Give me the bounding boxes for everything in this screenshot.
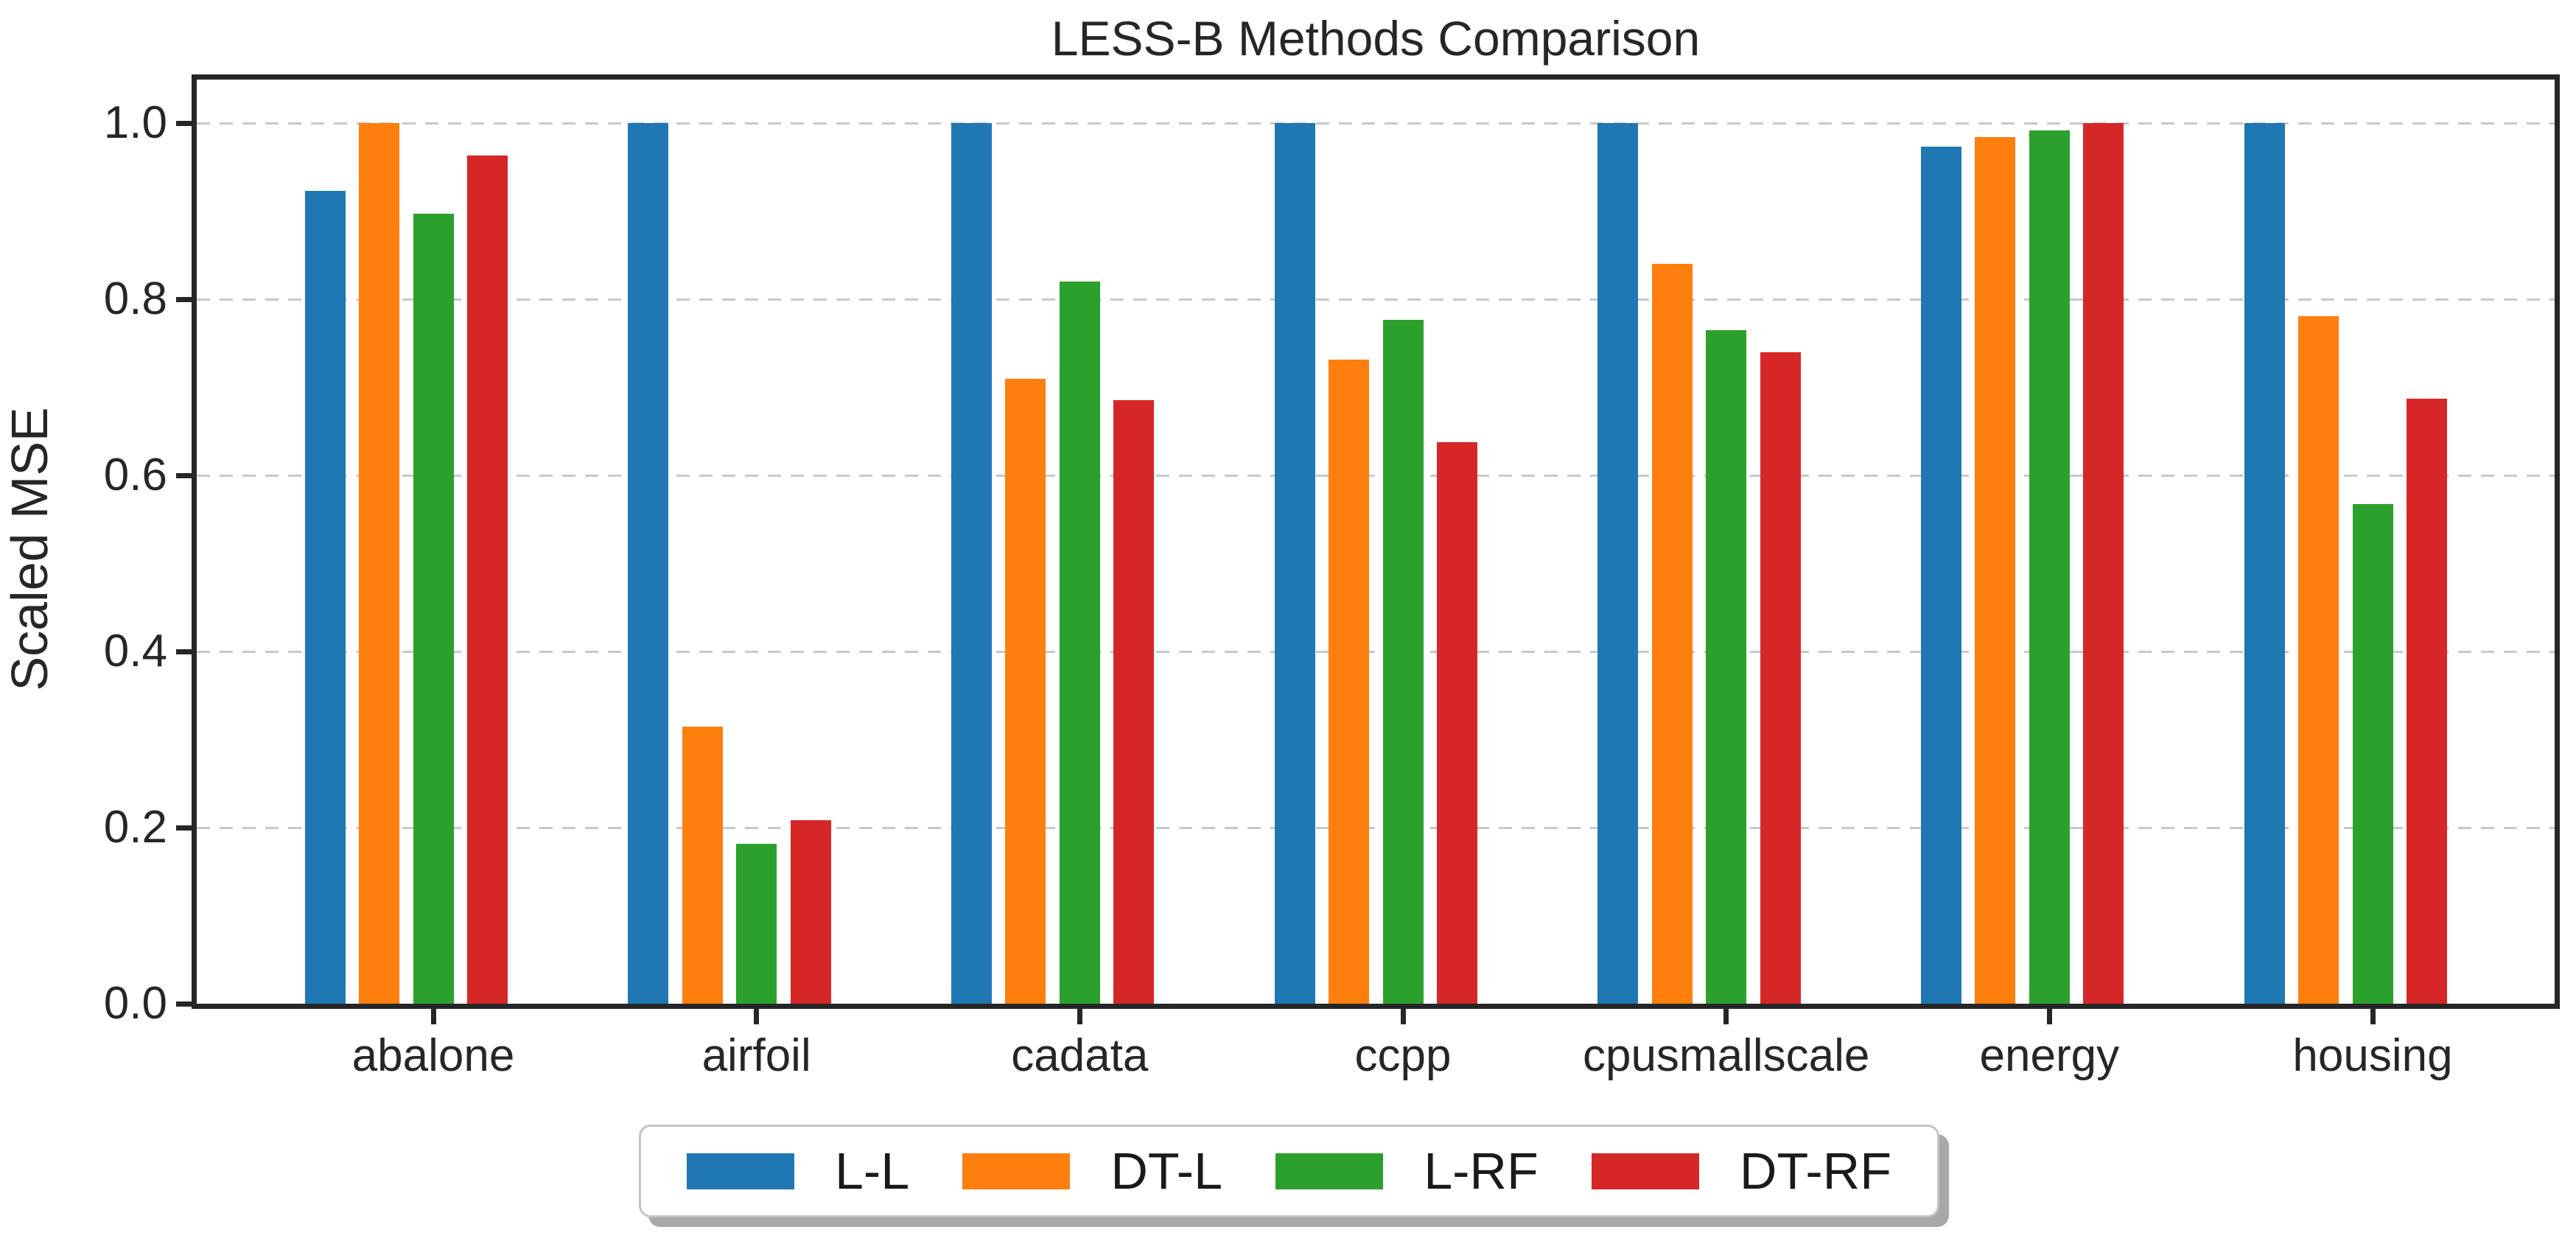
x-tick-mark bbox=[1723, 1004, 1729, 1024]
bar-DT-RF-cpusmallscale bbox=[1760, 352, 1801, 1004]
legend-entry-L-RF: L-RF bbox=[1275, 1142, 1539, 1200]
gridline-y-0.4 bbox=[197, 650, 2555, 653]
y-tick-mark bbox=[176, 296, 197, 302]
bar-DT-L-housing bbox=[2298, 315, 2339, 1004]
bar-DT-L-ccpp bbox=[1329, 360, 1369, 1004]
x-tick-mark bbox=[1077, 1004, 1082, 1024]
bar-L-L-abalone bbox=[304, 191, 346, 1004]
x-tick-label-airfoil: airfoil bbox=[701, 1030, 811, 1081]
x-tick-label-cadata: cadata bbox=[1011, 1030, 1149, 1081]
bar-L-RF-cpusmallscale bbox=[1706, 329, 1747, 1004]
bar-DT-L-abalone bbox=[359, 123, 399, 1004]
legend-swatch-DT-RF bbox=[1591, 1153, 1699, 1189]
y-tick-mark bbox=[176, 1001, 197, 1007]
gridline-y-1 bbox=[197, 122, 2555, 125]
chart-title: LESS-B Methods Comparison bbox=[1051, 11, 1701, 66]
legend-label-DT-L: DT-L bbox=[1110, 1142, 1223, 1200]
plot-area bbox=[197, 80, 2555, 1004]
bar-DT-L-energy bbox=[1975, 137, 2016, 1004]
x-tick-label-cpusmallscale: cpusmallscale bbox=[1582, 1030, 1870, 1081]
bar-L-RF-cadata bbox=[1059, 282, 1100, 1004]
y-axis-label: Scaled MSE bbox=[1, 407, 58, 691]
bar-L-L-energy bbox=[1920, 147, 1961, 1004]
y-tick-mark bbox=[176, 649, 197, 654]
y-tick-label: 0.8 bbox=[103, 273, 167, 324]
legend-swatch-L-RF bbox=[1275, 1153, 1384, 1189]
legend-label-DT-RF: DT-RF bbox=[1739, 1142, 1891, 1200]
y-tick-mark bbox=[176, 472, 197, 478]
bar-L-RF-abalone bbox=[413, 214, 454, 1004]
x-tick-label-housing: housing bbox=[2292, 1030, 2453, 1081]
x-tick-label-ccpp: ccpp bbox=[1354, 1030, 1452, 1081]
y-tick-mark bbox=[176, 825, 197, 831]
y-tick-label: 0.2 bbox=[103, 802, 167, 853]
gridline-y-0.8 bbox=[197, 298, 2555, 301]
legend: L-L DT-L L-RF DT-RF bbox=[639, 1125, 1939, 1217]
y-tick-label: 0.4 bbox=[103, 626, 167, 677]
bar-L-L-cadata bbox=[951, 123, 992, 1004]
x-tick-label-abalone: abalone bbox=[351, 1030, 515, 1081]
bar-DT-RF-abalone bbox=[467, 155, 508, 1004]
legend-label-L-L: L-L bbox=[835, 1142, 910, 1200]
legend-swatch-L-L bbox=[687, 1153, 794, 1189]
legend-entry-DT-L: DT-L bbox=[962, 1142, 1222, 1200]
x-tick-label-energy: energy bbox=[1979, 1030, 2120, 1081]
legend-label-L-RF: L-RF bbox=[1424, 1142, 1539, 1200]
bar-DT-RF-airfoil bbox=[790, 820, 831, 1004]
bar-DT-L-cadata bbox=[1005, 378, 1046, 1004]
legend-entry-L-L: L-L bbox=[687, 1142, 909, 1200]
bar-DT-RF-housing bbox=[2407, 399, 2448, 1004]
x-tick-mark bbox=[2046, 1004, 2052, 1024]
y-tick-label: 1.0 bbox=[103, 97, 167, 148]
bar-DT-L-cpusmallscale bbox=[1651, 264, 1693, 1004]
x-tick-mark bbox=[430, 1004, 436, 1024]
bar-L-RF-ccpp bbox=[1382, 319, 1424, 1004]
bar-DT-RF-energy bbox=[2083, 123, 2124, 1004]
y-tick-mark bbox=[176, 120, 197, 126]
bar-L-L-housing bbox=[2244, 123, 2285, 1004]
bar-DT-RF-ccpp bbox=[1437, 441, 1477, 1004]
y-tick-label: 0.6 bbox=[103, 450, 167, 500]
gridline-y-0.2 bbox=[197, 826, 2555, 829]
x-tick-mark bbox=[754, 1004, 760, 1024]
legend-entry-DT-RF: DT-RF bbox=[1591, 1142, 1891, 1200]
bar-DT-RF-cadata bbox=[1113, 400, 1155, 1004]
y-tick-label: 0.0 bbox=[103, 978, 167, 1029]
legend-swatch-DT-L bbox=[962, 1153, 1071, 1189]
x-tick-mark bbox=[1400, 1004, 1406, 1024]
gridline-y-0.6 bbox=[197, 474, 2555, 477]
bar-L-L-cpusmallscale bbox=[1597, 123, 1639, 1004]
x-tick-mark bbox=[2370, 1004, 2376, 1024]
bar-L-RF-airfoil bbox=[736, 843, 777, 1004]
bar-L-L-ccpp bbox=[1274, 123, 1315, 1004]
bar-L-RF-housing bbox=[2352, 504, 2393, 1004]
bar-L-RF-energy bbox=[2029, 130, 2070, 1004]
bar-DT-L-airfoil bbox=[682, 726, 723, 1004]
bar-L-L-airfoil bbox=[628, 123, 669, 1004]
